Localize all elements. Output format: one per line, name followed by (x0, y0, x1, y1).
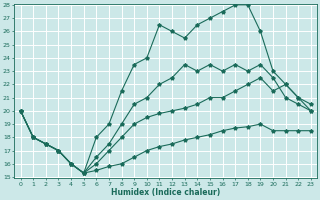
X-axis label: Humidex (Indice chaleur): Humidex (Indice chaleur) (111, 188, 220, 197)
